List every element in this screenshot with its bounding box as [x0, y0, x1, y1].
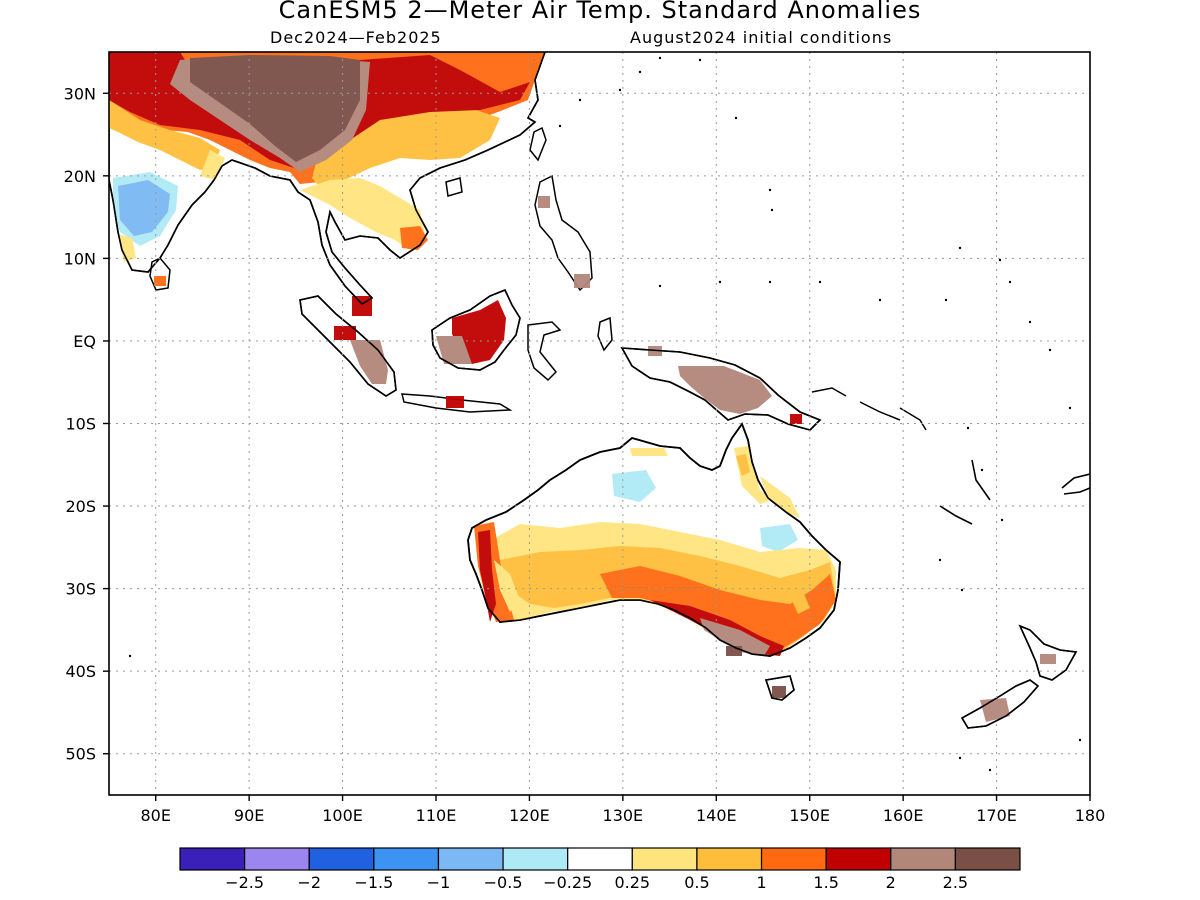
pacific-islands — [128, 56, 1082, 772]
lat-tick-label: 10N — [64, 249, 96, 268]
colorbar-label: 0.25 — [614, 873, 650, 892]
colorbar: −2.5 −2 −1.5 −1 −0.5 −0.25 0.25 0.5 1 1.5 2 2.5 — [179, 847, 1021, 892]
colorbar-swatch — [825, 847, 892, 871]
lat-tick-label: 30S — [65, 580, 96, 599]
colorbar-label: −2 — [297, 873, 321, 892]
sulawesi — [527, 321, 562, 382]
colorbar-swatch — [760, 847, 827, 871]
colorbar-swatch — [179, 847, 246, 871]
forecast-period: Dec2024—Feb2025 — [270, 28, 442, 47]
map-axes: 80E 90E 100E 110E 120E 130E 140E 150E 160E 170E 18… — [64, 84, 1106, 825]
lat-tick-label: 40S — [65, 662, 96, 681]
lon-tick-label: 180 — [1075, 806, 1106, 825]
colorbar-swatch — [567, 847, 633, 871]
colorbar-swatch — [696, 847, 763, 871]
lat-tick-label: 50S — [65, 745, 96, 764]
colorbar-label: −1 — [427, 873, 451, 892]
colorbar-swatch — [244, 847, 310, 871]
lat-tick-label: 10S — [65, 415, 96, 434]
lon-tick-label: 100E — [322, 806, 363, 825]
new-britain — [811, 387, 927, 431]
taiwan — [529, 126, 547, 162]
colorbar-swatch — [373, 847, 440, 871]
lon-tick-label: 170E — [976, 806, 1017, 825]
lon-tick-label: 90E — [234, 806, 264, 825]
colorbar-label: 2.5 — [943, 873, 968, 892]
graticule — [109, 52, 1090, 795]
colorbar-label: 1.5 — [813, 873, 838, 892]
colorbar-swatch — [437, 847, 504, 871]
new-zealand-north — [1018, 624, 1078, 681]
map-title: CanESM5 2—Meter Air Temp. Standard Anoma… — [278, 0, 922, 24]
colorbar-label: 2 — [886, 873, 896, 892]
colorbar-label: −1.5 — [354, 873, 393, 892]
philippines — [534, 174, 593, 292]
lon-tick-label: 160E — [883, 806, 924, 825]
moluccas — [597, 316, 613, 352]
colorbar-label: 0.5 — [684, 873, 709, 892]
lon-tick-label: 110E — [416, 806, 457, 825]
lon-tick-label: 150E — [789, 806, 830, 825]
lat-tick-label: 30N — [64, 84, 96, 103]
anomaly-shading — [109, 52, 1056, 722]
initial-conditions: August2024 initial conditions — [630, 28, 893, 47]
lat-tick-label: 20N — [64, 167, 96, 186]
colorbar-swatch — [502, 847, 569, 871]
lon-tick-label: 130E — [603, 806, 644, 825]
colorbar-label: −0.5 — [484, 873, 523, 892]
colorbar-label: 1 — [756, 873, 766, 892]
colorbar-label: −0.25 — [543, 873, 592, 892]
lon-tick-label: 140E — [696, 806, 737, 825]
lat-tick-label: EQ — [73, 332, 96, 351]
colorbar-swatch — [631, 847, 698, 871]
colorbar-label: −2.5 — [225, 873, 264, 892]
coastlines — [109, 52, 1090, 729]
lon-tick-label: 120E — [509, 806, 550, 825]
lat-tick-label: 20S — [65, 497, 96, 516]
colorbar-swatch — [308, 847, 375, 871]
colorbar-swatch — [954, 847, 1021, 871]
colorbar-swatch — [890, 847, 956, 871]
map-plot-area — [109, 52, 1090, 772]
hainan — [445, 177, 463, 197]
lon-tick-label: 80E — [140, 806, 170, 825]
